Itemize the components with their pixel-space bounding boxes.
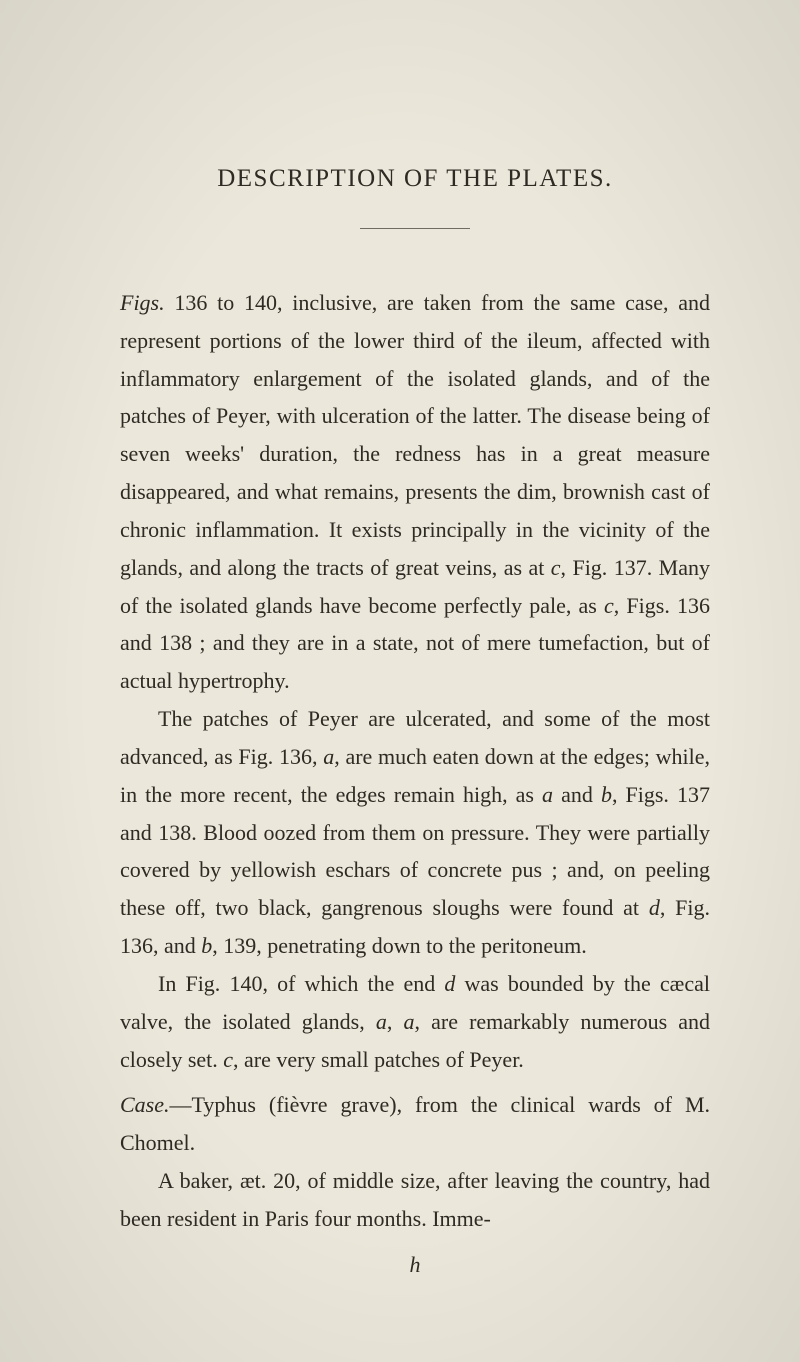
case-entry: Case.—Typhus (fièvre grave), from the cl… [120,1086,710,1237]
figs-paragraph-3: In Fig. 140, of which the end d was boun… [120,965,710,1078]
text-run: and [553,782,601,807]
figs-lead-label: Figs. [120,290,165,315]
var-c: c [551,555,561,580]
figs-paragraph-1: Figs. 136 to 140, inclusive, are taken f… [120,284,710,700]
title-divider [360,228,470,229]
var-b: b [601,782,612,807]
var-c: c [223,1047,233,1072]
figs-entry: Figs. 136 to 140, inclusive, are taken f… [120,284,710,1078]
case-lead-label: Case. [120,1092,170,1117]
figs-paragraph-2: The patches of Peyer are ulcerated, and … [120,700,710,965]
var-a: a [542,782,553,807]
var-d: d [649,895,660,920]
var-a: a [403,1009,414,1034]
case-paragraph-2: A baker, æt. 20, of middle size, after l… [120,1162,710,1238]
var-a: a [323,744,334,769]
var-a: a [376,1009,387,1034]
signature-mark: h [120,1246,710,1284]
case-paragraph-1: Case.—Typhus (fièvre grave), from the cl… [120,1086,710,1162]
text-run: , [387,1009,404,1034]
text-run: In Fig. 140, of which the end [158,971,444,996]
var-b: b [201,933,212,958]
text-run: 136 to 140, inclusive, are taken from th… [120,290,710,580]
text-run: , are very small patches of Peyer. [233,1047,524,1072]
text-run: —Typhus (fièvre grave), from the clinica… [120,1092,710,1155]
text-run: A baker, æt. 20, of middle size, after l… [120,1168,710,1231]
var-c: c [604,593,614,618]
scanned-book-page: DESCRIPTION OF THE PLATES. Figs. 136 to … [0,0,800,1362]
var-d: d [444,971,455,996]
text-run: , 139, penetrating down to the peritoneu… [212,933,587,958]
page-title: DESCRIPTION OF THE PLATES. [120,165,710,193]
body-text: Figs. 136 to 140, inclusive, are taken f… [120,284,710,1284]
